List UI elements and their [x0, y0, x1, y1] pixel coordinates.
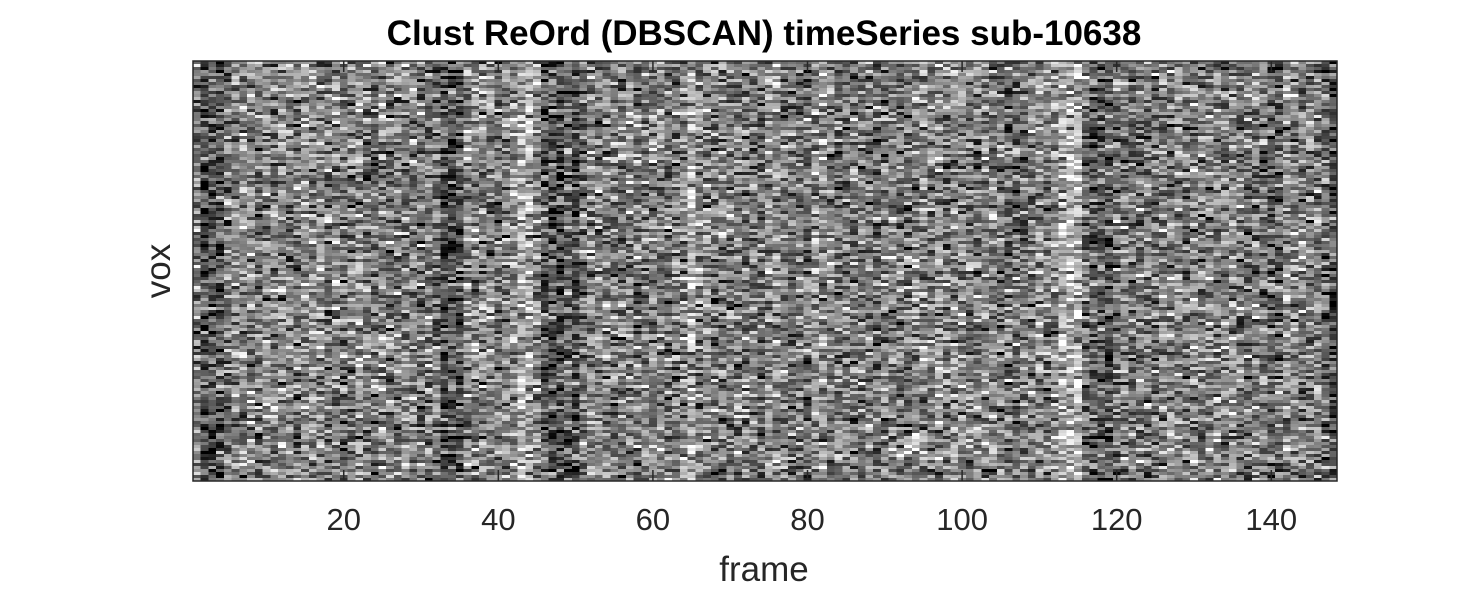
x-tick-label: 120 — [1091, 502, 1143, 537]
y-axis-label: vox — [139, 243, 178, 298]
x-tick-label: 20 — [326, 502, 360, 537]
x-tick-label: 60 — [636, 502, 670, 537]
x-axis-label: frame — [719, 550, 808, 589]
chart-title: Clust ReOrd (DBSCAN) timeSeries sub-1063… — [387, 14, 1142, 53]
x-tick-label: 40 — [481, 502, 515, 537]
x-axis-ticks: 20 40 60 80 100 120 140 — [326, 61, 1297, 537]
plot-area-frame — [192, 60, 1338, 482]
x-tick-label: 140 — [1245, 502, 1297, 537]
heatmap-image — [193, 61, 1337, 481]
x-tick-label: 100 — [936, 502, 988, 537]
heatmap-cells — [193, 61, 1337, 481]
x-tick-label: 80 — [790, 502, 824, 537]
